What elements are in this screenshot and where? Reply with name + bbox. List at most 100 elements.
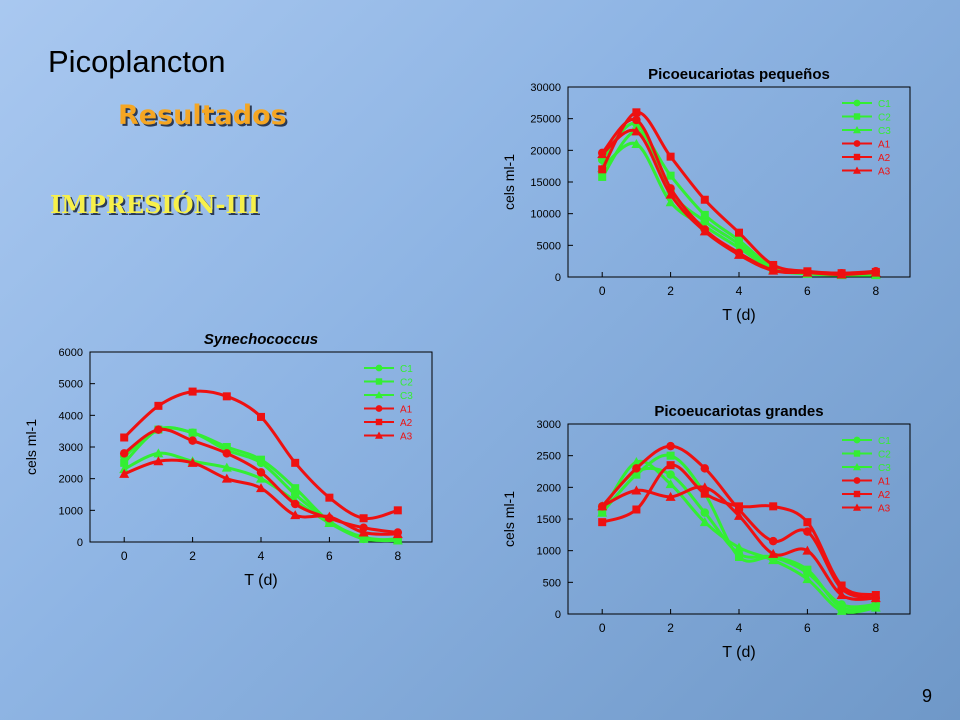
data-point (291, 458, 300, 467)
legend-label: A1 (878, 140, 891, 151)
legend-label: A1 (400, 405, 413, 416)
x-tick-label: 6 (804, 284, 811, 298)
chart-title: Picoeucariotas pequeños (648, 66, 830, 83)
data-point (631, 139, 642, 148)
series-c3 (597, 457, 881, 615)
data-point (222, 392, 231, 401)
section-heading: IMPRESIÓN-III (50, 190, 260, 219)
y-tick-label: 25000 (530, 114, 561, 126)
y-tick-label: 2000 (537, 482, 561, 494)
y-axis-label: cels ml-1 (501, 491, 517, 547)
data-point (257, 455, 265, 464)
legend-marker (853, 113, 861, 120)
data-point (699, 517, 710, 527)
data-point (700, 464, 710, 473)
series-line (601, 463, 877, 597)
data-point (154, 401, 163, 410)
legend-marker (375, 391, 383, 399)
data-point (222, 443, 231, 451)
data-point (188, 387, 197, 396)
y-tick-label: 1500 (537, 514, 561, 526)
chart-picoeucariotas-pequenos: Picoeucariotas pequeños05000100001500020… (501, 66, 911, 324)
data-point (153, 456, 164, 466)
data-point (632, 470, 641, 479)
legend-marker (375, 418, 383, 426)
data-point (768, 265, 779, 275)
legend-marker (853, 490, 861, 498)
x-tick-label: 2 (667, 621, 674, 635)
data-point (598, 518, 607, 527)
legend-marker (853, 166, 861, 174)
y-tick-label: 0 (555, 272, 561, 284)
y-tick-label: 2000 (59, 474, 83, 486)
chart-title: Picoeucariotas grandes (654, 403, 823, 420)
y-tick-label: 1000 (59, 505, 83, 517)
data-point (256, 468, 266, 477)
slide-title: Picoplancton (48, 44, 226, 79)
data-point (837, 581, 846, 590)
series-a2 (120, 387, 402, 523)
legend-marker (853, 436, 861, 444)
data-point (631, 485, 642, 495)
data-point (870, 593, 881, 603)
x-tick-label: 0 (599, 621, 606, 635)
data-point (666, 171, 675, 180)
data-point (768, 555, 779, 565)
legend-label: A3 (878, 504, 891, 515)
legend-marker (853, 140, 861, 147)
legend-label: C2 (400, 378, 413, 389)
y-tick-label: 0 (555, 609, 561, 621)
data-point (665, 189, 676, 199)
legend-label: A2 (400, 418, 413, 429)
legend-marker (375, 378, 383, 385)
series-c3 (119, 448, 403, 545)
y-tick-label: 4000 (59, 410, 83, 422)
legend-label: A1 (878, 477, 891, 488)
data-point (768, 548, 779, 558)
data-point (119, 468, 130, 478)
legend-marker (853, 450, 861, 457)
data-point (700, 489, 709, 498)
data-point (631, 126, 642, 136)
legend-label: C3 (400, 391, 413, 402)
x-tick-label: 4 (736, 621, 743, 635)
x-axis-label: T (d) (244, 572, 277, 589)
x-tick-label: 0 (599, 284, 606, 298)
data-point (700, 508, 710, 517)
series-a1 (119, 425, 403, 537)
legend-label: C2 (878, 450, 891, 461)
data-point (119, 464, 130, 474)
legend: C1 C2 C3 A1 A2 A3 (842, 436, 891, 515)
data-point (666, 441, 675, 451)
data-point (803, 518, 812, 527)
data-point (120, 458, 129, 467)
legend-label: A3 (878, 167, 891, 178)
chart-synechococcus: Synechococcus 0 1000 2000 3000 4000 5000 6000 0 2… (23, 331, 433, 589)
y-axis-label: cels ml-1 (23, 419, 39, 475)
data-point (153, 448, 164, 458)
data-point (735, 228, 743, 237)
legend-marker (853, 463, 861, 471)
y-tick-label: 0 (77, 537, 83, 549)
legend-label: A2 (878, 490, 891, 501)
legend-label: C1 (878, 436, 891, 447)
y-tick-label: 5000 (537, 240, 561, 252)
legend-marker (853, 477, 861, 484)
legend-label: A3 (400, 432, 413, 443)
y-tick-label: 2500 (537, 451, 561, 463)
y-tick-label: 10000 (530, 209, 561, 221)
legend-marker (853, 503, 861, 511)
data-point (700, 210, 709, 219)
x-tick-label: 2 (189, 549, 196, 563)
x-tick-label: 0 (121, 549, 128, 563)
data-point (257, 412, 265, 421)
data-point (324, 511, 335, 521)
x-tick-label: 8 (872, 621, 879, 635)
x-tick-label: 8 (872, 284, 879, 298)
data-point (699, 482, 710, 492)
y-tick-label: 3000 (537, 419, 561, 431)
data-point (803, 565, 812, 574)
x-axis-label: T (d) (722, 307, 755, 324)
data-point (836, 605, 847, 615)
data-point (735, 502, 743, 511)
